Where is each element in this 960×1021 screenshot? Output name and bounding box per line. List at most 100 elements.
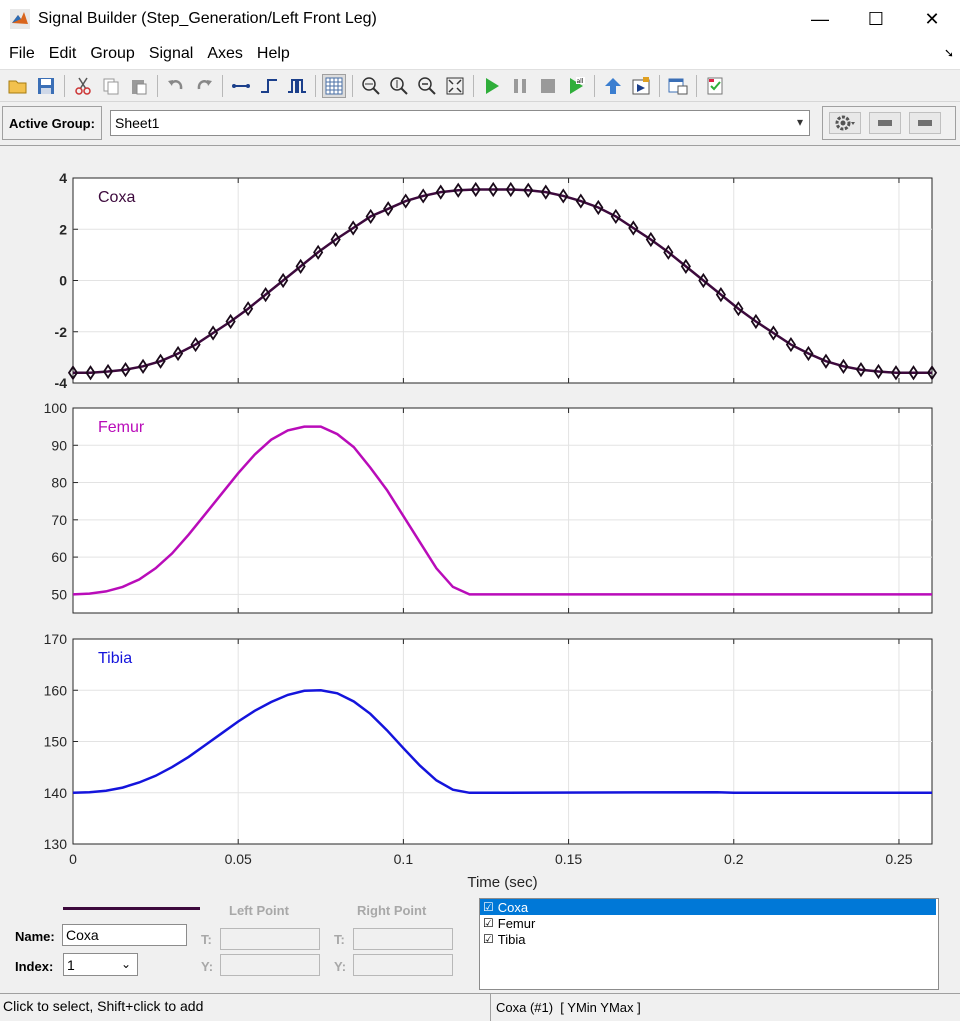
checkbox-checked-icon[interactable]: ☑ (483, 932, 494, 946)
data-point (85, 365, 96, 381)
window-title: Signal Builder (Step_Generation/Left Fro… (38, 10, 377, 27)
close-button[interactable]: ✕ (904, 0, 960, 38)
name-field[interactable]: Coxa (62, 924, 187, 946)
gear-button[interactable] (829, 112, 861, 134)
zoom-y-button[interactable] (387, 74, 411, 98)
pause-button[interactable] (508, 74, 532, 98)
dock-arrow-icon[interactable]: ➘ (943, 46, 954, 60)
x-tick-label: 0 (69, 851, 77, 867)
data-point (418, 188, 429, 204)
check-button[interactable] (703, 74, 727, 98)
run-all-button[interactable]: all (564, 74, 588, 98)
bar-icon (918, 120, 932, 126)
y-tick-label: 0 (59, 273, 67, 289)
play-icon (486, 77, 499, 94)
data-point (120, 362, 131, 378)
toolbar-separator (473, 74, 474, 97)
menu-edit[interactable]: Edit (48, 44, 77, 62)
open-button[interactable] (6, 74, 30, 98)
series-line-femur (72, 425, 932, 596)
data-point (190, 336, 201, 353)
data-point (575, 193, 586, 209)
status-selection: Coxa (#1) [ YMin YMax ] (490, 994, 960, 1021)
up-arrow-button[interactable] (601, 74, 625, 98)
toolbar-separator (315, 74, 316, 97)
data-point (365, 208, 376, 225)
series-label-femur: Femur (98, 419, 145, 436)
gear-icon (835, 115, 855, 131)
copy-button[interactable] (99, 74, 123, 98)
plot-axes-1 (72, 407, 933, 614)
line-segment-button[interactable] (229, 74, 253, 98)
y-tick-label: 50 (51, 586, 67, 602)
checkbox-checked-icon[interactable]: ☑ (483, 900, 494, 914)
menu-file[interactable]: File (9, 44, 35, 62)
y-tick-label: 80 (51, 475, 67, 491)
index-select[interactable]: 1 ⌄ (63, 953, 138, 976)
signal-list-item[interactable]: ☑ Coxa (480, 899, 936, 915)
data-point (295, 258, 306, 275)
menu-axes[interactable]: Axes (207, 44, 243, 62)
x-tick-label: 0.1 (394, 851, 414, 867)
signal-list-item[interactable]: ☑ Tibia (480, 931, 938, 947)
zoom-out-button[interactable] (415, 74, 439, 98)
active-group-select[interactable]: Sheet1 ▾ (110, 110, 810, 136)
data-point (750, 313, 761, 330)
step-up-button[interactable] (257, 74, 281, 98)
y-tick-label: 130 (44, 836, 68, 852)
line-style-sample[interactable] (63, 907, 200, 910)
left-y-field[interactable] (220, 954, 320, 976)
data-point (330, 231, 341, 248)
name-label: Name: (15, 929, 55, 944)
data-point (803, 345, 814, 362)
right-y-field[interactable] (353, 954, 453, 976)
data-point (313, 244, 324, 260)
pulse-button[interactable] (285, 74, 309, 98)
signal-plots[interactable]: -4 -2 0 2 4 Coxa 50 60 70 80 90 100 Femur 130 140 150 16… (0, 146, 960, 896)
play-button[interactable] (480, 74, 504, 98)
chevron-down-icon: ▾ (796, 115, 803, 129)
undo-button[interactable] (164, 74, 188, 98)
x-tick-label: 0.15 (555, 851, 582, 867)
toolbar-separator (64, 74, 65, 97)
grid-button[interactable] (322, 73, 346, 98)
status-bar: Click to select, Shift+click to add Coxa… (0, 993, 960, 1021)
data-point (610, 208, 621, 225)
redo-button[interactable] (192, 74, 216, 98)
close-icon: ✕ (924, 8, 940, 29)
paste-button[interactable] (127, 74, 151, 98)
right-t-field[interactable] (353, 928, 453, 950)
data-point (926, 365, 938, 381)
group-tool-button[interactable] (909, 112, 941, 134)
toolbar-separator (696, 74, 697, 97)
block-button[interactable] (629, 74, 653, 98)
maximize-button[interactable]: ☐ (848, 0, 904, 38)
stop-button[interactable] (536, 74, 560, 98)
y-tick-label: 160 (44, 682, 68, 698)
cut-button[interactable] (71, 74, 95, 98)
svg-text:all: all (577, 78, 584, 85)
menu-help[interactable]: Help (256, 44, 290, 62)
data-point (680, 258, 691, 275)
signal-list-item[interactable]: ☑ Femur (480, 915, 938, 931)
left-t-field[interactable] (220, 928, 320, 950)
menu-signal[interactable]: Signal (148, 44, 194, 62)
zoom-x-button[interactable] (359, 74, 383, 98)
report-button[interactable] (666, 74, 690, 98)
data-point (67, 365, 79, 381)
minimize-button[interactable]: — (792, 0, 848, 38)
fit-button[interactable] (443, 74, 467, 98)
data-point (470, 181, 481, 198)
group-tool-button[interactable] (869, 112, 901, 134)
menu-group[interactable]: Group (90, 44, 135, 62)
series-label-tibia: Tibia (98, 650, 132, 667)
right-y-label: Y: (334, 959, 347, 974)
redo-icon (197, 79, 212, 89)
data-point (348, 220, 359, 236)
y-tick-label: 2 (59, 221, 67, 237)
signal-name: Femur (497, 915, 536, 931)
save-button[interactable] (34, 74, 58, 98)
y-tick-label: 60 (51, 549, 67, 565)
x-tick-label: 0.2 (724, 851, 744, 867)
checkbox-checked-icon[interactable]: ☑ (483, 916, 494, 930)
